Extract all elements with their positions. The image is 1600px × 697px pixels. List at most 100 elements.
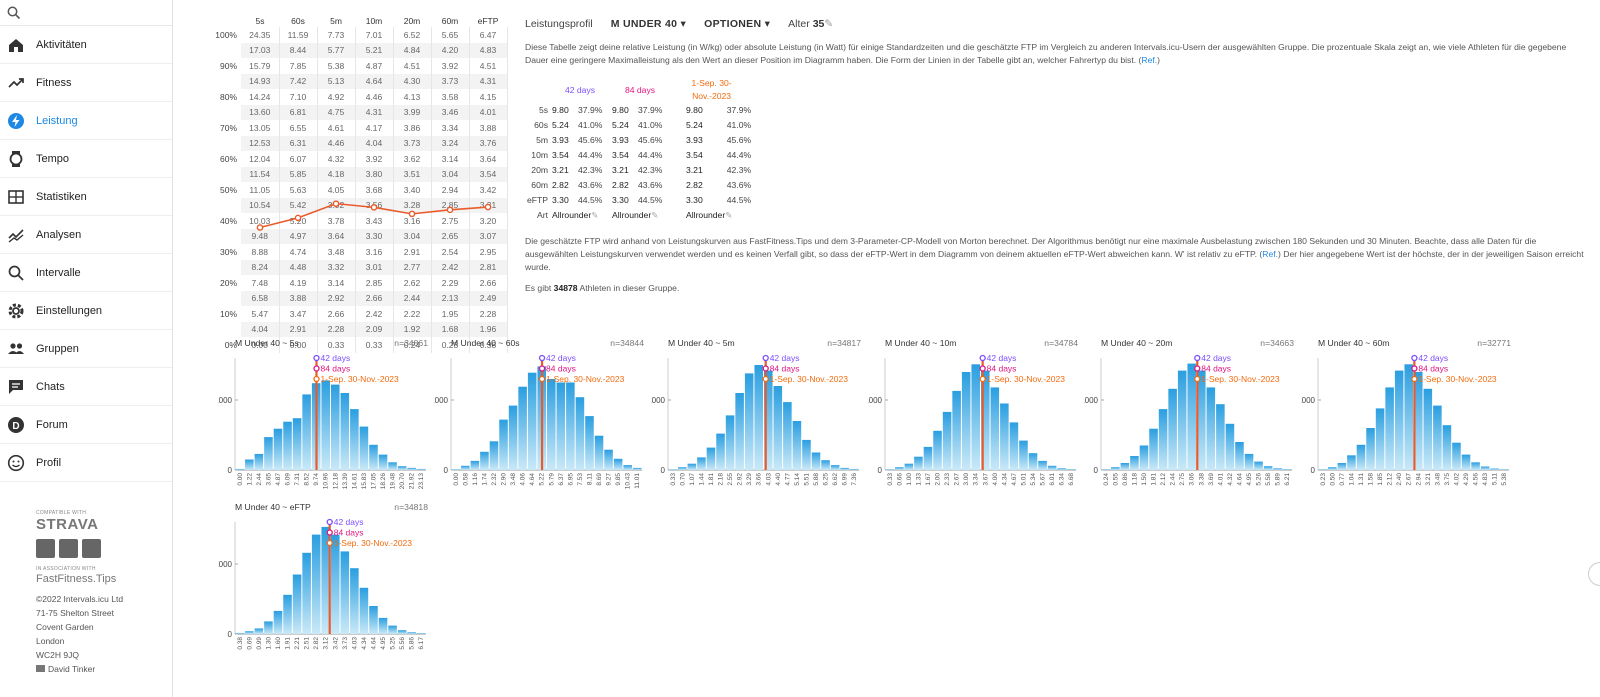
histogram-bar[interactable] xyxy=(1423,388,1433,470)
histogram-bar[interactable] xyxy=(716,433,725,470)
histogram-bar[interactable] xyxy=(923,446,933,470)
histogram-bar[interactable] xyxy=(706,447,716,470)
histogram-bar[interactable] xyxy=(499,419,508,470)
group-dropdown[interactable]: M UNDER 40 ▾ xyxy=(611,18,686,31)
sidebar-item-einstellungen[interactable]: Einstellungen xyxy=(0,292,172,330)
edit-icon[interactable]: ✎ xyxy=(824,18,834,30)
histogram-bar[interactable] xyxy=(1337,463,1347,470)
histogram-bar[interactable] xyxy=(1235,442,1244,470)
histogram-bar[interactable] xyxy=(283,421,292,470)
sidebar-item-fitness[interactable]: Fitness xyxy=(0,64,172,102)
histogram-bar[interactable] xyxy=(264,621,273,634)
marker-point[interactable] xyxy=(762,354,769,362)
histogram-bar[interactable] xyxy=(416,633,426,634)
rider-type-value[interactable]: Allrounder✎ xyxy=(550,208,610,223)
facebook-icon[interactable] xyxy=(59,539,78,558)
histogram-bar[interactable] xyxy=(1328,467,1337,470)
histogram-bar[interactable] xyxy=(407,632,416,634)
marker-point[interactable] xyxy=(313,365,320,372)
marker-point[interactable] xyxy=(1411,375,1418,383)
histogram-bar[interactable] xyxy=(895,467,904,470)
histogram-bar[interactable] xyxy=(547,379,556,470)
histogram-bar[interactable] xyxy=(1366,428,1375,470)
histogram-bar[interactable] xyxy=(1414,372,1423,470)
histogram-bar[interactable] xyxy=(235,468,245,470)
marker-point[interactable] xyxy=(313,354,320,362)
histogram-bar[interactable] xyxy=(604,449,613,470)
sidebar-item-leistung[interactable]: Leistung xyxy=(0,102,172,140)
histogram-bar[interactable] xyxy=(369,606,378,634)
sidebar-item-tempo[interactable]: Tempo xyxy=(0,140,172,178)
histogram-bar[interactable] xyxy=(1000,403,1009,471)
histogram-bar[interactable] xyxy=(1168,388,1177,470)
histogram-bar[interactable] xyxy=(1187,363,1196,470)
histogram-bar[interactable] xyxy=(331,534,340,634)
ref-link[interactable]: Ref. xyxy=(1262,249,1279,259)
histogram-bar[interactable] xyxy=(1028,453,1038,470)
histogram-bar[interactable] xyxy=(1244,453,1254,470)
histogram-bar[interactable] xyxy=(1101,469,1111,470)
sidebar-item-forum[interactable]: D Forum xyxy=(0,406,172,444)
search-bar[interactable] xyxy=(0,0,172,26)
histogram-bar[interactable] xyxy=(1158,409,1168,470)
histogram-bar[interactable] xyxy=(1216,404,1225,470)
histogram-bar[interactable] xyxy=(1347,455,1356,470)
histogram-bar[interactable] xyxy=(1480,466,1490,471)
histogram-bar[interactable] xyxy=(1197,370,1206,470)
histogram-bar[interactable] xyxy=(942,411,952,470)
histogram-bar[interactable] xyxy=(725,415,735,470)
histogram-bar[interactable] xyxy=(451,469,461,470)
marker-point[interactable] xyxy=(326,518,333,526)
histogram-bar[interactable] xyxy=(1273,468,1282,470)
histogram-bar[interactable] xyxy=(273,610,283,634)
histogram-bar[interactable] xyxy=(585,416,594,470)
marker-point[interactable] xyxy=(1194,354,1201,362)
histogram-bar[interactable] xyxy=(527,372,537,470)
histogram-bar[interactable] xyxy=(1394,370,1404,470)
marker-point[interactable] xyxy=(762,365,769,372)
histogram-bar[interactable] xyxy=(350,568,359,634)
histogram-bar[interactable] xyxy=(369,444,378,470)
fastfitness-logo[interactable]: FastFitness.Tips xyxy=(36,573,117,585)
histogram-bar[interactable] xyxy=(754,365,763,470)
marker-point[interactable] xyxy=(1411,365,1418,372)
histogram-bar[interactable] xyxy=(735,393,744,470)
histogram-bar[interactable] xyxy=(416,468,426,470)
strava-logo[interactable]: STRAVA xyxy=(36,516,99,533)
histogram-bar[interactable] xyxy=(566,382,575,471)
marker-point[interactable] xyxy=(538,365,546,372)
histogram-bar[interactable] xyxy=(302,394,311,470)
sidebar-item-analysen[interactable]: Analysen xyxy=(0,216,172,254)
histogram-bar[interactable] xyxy=(981,370,990,470)
histogram-bar[interactable] xyxy=(811,452,821,471)
marker-point[interactable] xyxy=(326,529,333,536)
marker-point[interactable] xyxy=(326,539,333,547)
histogram-bar[interactable] xyxy=(1120,463,1130,470)
histogram-bar[interactable] xyxy=(783,402,792,470)
histogram-bar[interactable] xyxy=(340,551,350,634)
histogram-bar[interactable] xyxy=(1385,387,1394,470)
histogram-bar[interactable] xyxy=(283,594,292,634)
histogram-bar[interactable] xyxy=(792,421,802,470)
marker-point[interactable] xyxy=(1194,365,1201,372)
histogram-bar[interactable] xyxy=(1461,454,1471,470)
histogram-bar[interactable] xyxy=(830,465,840,470)
sidebar-item-profil[interactable]: Profil xyxy=(0,444,172,482)
histogram-bar[interactable] xyxy=(470,460,480,470)
histogram-bar[interactable] xyxy=(1404,364,1413,470)
histogram-bar[interactable] xyxy=(904,463,914,470)
histogram-bar[interactable] xyxy=(678,467,687,470)
histogram-bar[interactable] xyxy=(1206,387,1216,470)
histogram-bar[interactable] xyxy=(1263,466,1273,470)
histogram-bar[interactable] xyxy=(235,632,245,634)
histogram-bar[interactable] xyxy=(990,387,1000,470)
histogram-bar[interactable] xyxy=(1254,461,1263,470)
age-field[interactable]: Alter 35✎ xyxy=(788,18,833,31)
histogram-bar[interactable] xyxy=(292,574,302,635)
histogram-bar[interactable] xyxy=(1490,468,1499,470)
marker-point[interactable] xyxy=(762,375,769,383)
histogram-bar[interactable] xyxy=(1009,422,1019,470)
sidebar-item-statistiken[interactable]: Statistiken xyxy=(0,178,172,216)
sidebar-item-aktivitäten[interactable]: Aktivitäten xyxy=(0,26,172,64)
histogram-bar[interactable] xyxy=(668,469,678,470)
